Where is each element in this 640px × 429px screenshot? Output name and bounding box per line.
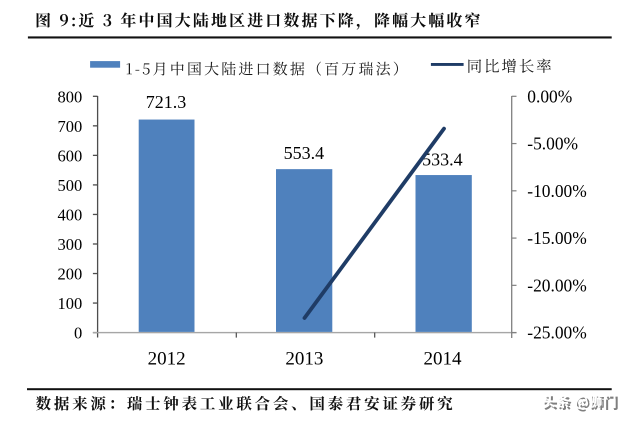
svg-text:-25.00%: -25.00% bbox=[527, 323, 586, 343]
svg-text:500: 500 bbox=[58, 176, 83, 195]
svg-text:-15.00%: -15.00% bbox=[527, 228, 586, 248]
svg-text:2013: 2013 bbox=[285, 349, 323, 370]
svg-text:-5.00%: -5.00% bbox=[527, 134, 578, 154]
svg-text:700: 700 bbox=[58, 117, 83, 136]
svg-text:300: 300 bbox=[58, 235, 83, 254]
svg-text:600: 600 bbox=[58, 146, 83, 165]
svg-text:533.4: 533.4 bbox=[422, 149, 463, 169]
svg-text:721.3: 721.3 bbox=[146, 92, 187, 112]
svg-text:-10.00%: -10.00% bbox=[527, 181, 586, 201]
svg-text:0.00%: 0.00% bbox=[527, 86, 572, 106]
svg-text:553.4: 553.4 bbox=[284, 143, 325, 163]
svg-text:2012: 2012 bbox=[148, 349, 186, 370]
svg-text:100: 100 bbox=[58, 294, 83, 313]
svg-text:2014: 2014 bbox=[424, 349, 463, 370]
svg-text:400: 400 bbox=[58, 206, 83, 225]
svg-text:-20.00%: -20.00% bbox=[527, 275, 586, 295]
svg-text:800: 800 bbox=[58, 87, 83, 106]
svg-text:0: 0 bbox=[74, 324, 82, 343]
svg-text:200: 200 bbox=[58, 265, 83, 284]
